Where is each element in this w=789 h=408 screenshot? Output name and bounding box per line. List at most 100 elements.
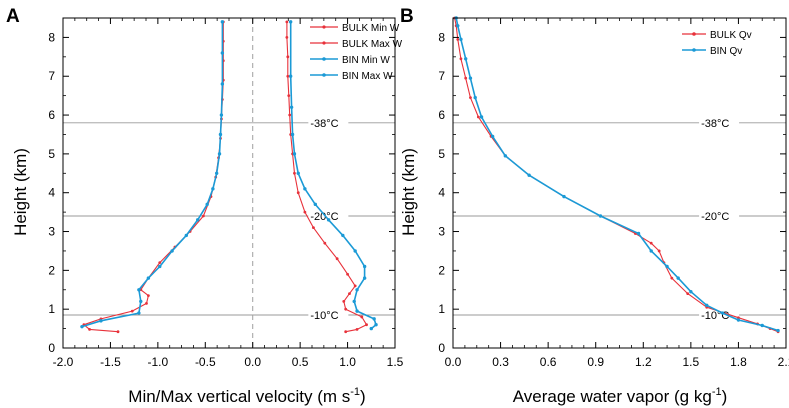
series-point-a-2-0: [80, 324, 84, 329]
series-point-a-0-9: [158, 261, 162, 264]
series-point-b-1-10: [598, 214, 603, 218]
series-point-a-1-3: [360, 315, 364, 319]
series-point-a-2-8: [184, 233, 189, 238]
x-tick-label-b-0: 0.0: [445, 355, 462, 369]
series-line-a-2: [81, 21, 224, 328]
series-point-a-3-1: [374, 323, 378, 327]
series-line-b-0: [454, 17, 779, 333]
x-tick-label-a-4: 0.0: [244, 355, 261, 369]
y-tick-label-b-7: 7: [438, 69, 445, 83]
y-tick-label-a-4: 4: [48, 186, 55, 200]
series-point-a-1-12: [303, 210, 307, 214]
isotherm-label-bg-a-1: [308, 208, 349, 222]
plot-area-b: -38°C -20°C -10°C 0.0 0.3 0.6 0.9 1.2 1.5 1.8 2.1 0…: [438, 16, 789, 369]
axes-frame-a: [62, 17, 396, 349]
series-point-a-2-5: [146, 276, 151, 280]
isotherm-label-bg-a-2: [308, 307, 349, 321]
series-point-a-3-3: [355, 309, 359, 313]
series-point-a-1-14: [293, 171, 296, 175]
y-tick-label-a-5: 5: [48, 147, 55, 161]
isotherm-label-bg-b-2: [699, 307, 740, 321]
series-point-a-3-4: [352, 299, 356, 304]
series-point-b-0-16: [476, 115, 480, 119]
series-point-a-3-9: [341, 233, 345, 238]
series-point-b-1-3: [720, 311, 725, 315]
y-tick-label-a-1: 1: [48, 302, 55, 316]
isotherm-label-b-2: -10°C: [701, 310, 729, 322]
series-point-b-0-20: [456, 37, 460, 41]
y-tick-label-a-7: 7: [48, 69, 55, 83]
x-tick-label-b-2: 0.6: [540, 355, 557, 369]
series-point-a-1-20: [286, 55, 290, 59]
y-tick-label-b-4: 4: [438, 186, 445, 200]
y-tick-label-b-1: 1: [438, 302, 445, 316]
series-point-b-1-12: [527, 173, 531, 177]
series-point-a-3-6: [362, 276, 367, 280]
panel-label-a: A: [6, 6, 20, 27]
series-point-a-0-12: [201, 214, 205, 218]
series-point-a-1-21: [285, 36, 289, 39]
series-point-a-1-9: [335, 257, 339, 261]
series-point-a-3-12: [303, 187, 307, 191]
series-point-a-3-7: [362, 264, 367, 269]
x-tick-label-a-1: -1.5: [100, 355, 121, 369]
series-point-a-2-7: [170, 249, 174, 253]
legend-item-bulk-max-w: BULK Max W: [342, 39, 403, 50]
series-point-a-1-17: [288, 113, 292, 117]
x-tick-label-b-4: 1.2: [635, 355, 652, 369]
plot-area-a: -38°C -20°C -10°C -2.0 -1.5 -1.0 -0.5 0.0 0.5 1.0…: [48, 17, 404, 369]
x-tick-label-b-6: 1.8: [730, 355, 747, 369]
series-point-a-2-6: [158, 264, 162, 269]
x-tick-label-a-0: -2.0: [53, 355, 74, 369]
series-point-b-0-9: [649, 241, 653, 245]
series-point-b-1-7: [665, 264, 669, 269]
panel-a: A Height (km) Min/Max vertical velocity …: [6, 6, 404, 406]
isotherm-label-a-1: -20°C: [310, 211, 338, 223]
series-point-a-2-4: [137, 288, 141, 292]
series-point-b-1-14: [490, 134, 495, 139]
isotherm-label-a-0: -38°C: [310, 118, 338, 130]
panel-label-b: B: [400, 6, 414, 27]
series-point-a-2-17: [220, 51, 225, 55]
x-tick-label-b-1: 0.3: [492, 355, 509, 369]
series-point-a-2-18: [220, 20, 225, 24]
series-point-a-3-8: [353, 249, 357, 253]
legend-b: BULK Qv BIN Qv: [682, 30, 752, 57]
series-point-b-1-13: [503, 154, 508, 158]
panel-b: B Height (km) Average water vapor (g kg-…: [399, 6, 789, 406]
x-tick-label-b-5: 1.5: [683, 355, 700, 369]
series-point-b-1-5: [689, 290, 693, 294]
series-point-b-1-11: [562, 194, 566, 199]
y-tick-label-b-3: 3: [438, 225, 445, 239]
series-point-a-3-17: [288, 74, 293, 78]
series-point-b-1-4: [705, 303, 709, 307]
series-point-b-1-0: [776, 328, 780, 333]
series-point-b-1-8: [649, 249, 653, 253]
series-point-a-2-16: [220, 82, 225, 86]
isotherm-label-b-1: -20°C: [701, 211, 729, 223]
series-point-b-1-15: [479, 115, 484, 119]
series-point-a-2-15: [219, 113, 224, 117]
isotherm-label-bg-a-0: [308, 114, 349, 129]
x-axis-label-a: Min/Max vertical velocity (m s-1): [128, 386, 365, 406]
series-point-a-2-13: [217, 152, 222, 156]
series-point-b-0-8: [657, 249, 661, 253]
x-tick-label-a-3: -0.5: [195, 355, 216, 369]
y-axis-label-a: Height (km): [11, 148, 30, 236]
isotherm-label-bg-b-0: [699, 114, 740, 129]
series-point-a-2-14: [218, 132, 223, 137]
y-tick-label-a-0: 0: [48, 341, 55, 355]
legend-item-bin-qv: BIN Qv: [710, 46, 742, 57]
series-point-a-1-11: [312, 226, 315, 230]
series-point-a-0-0: [116, 330, 120, 334]
legend-item-bin-max-w: BIN Max W: [342, 71, 393, 82]
series-point-a-2-1: [99, 319, 103, 323]
series-point-a-1-10: [323, 241, 327, 245]
series-point-a-1-6: [348, 292, 351, 296]
series-point-a-2-3: [139, 299, 143, 304]
isotherm-label-a-2: -10°C: [310, 310, 338, 322]
series-point-a-3-5: [355, 288, 359, 292]
series-point-a-3-14: [292, 152, 297, 156]
series-point-b-0-3: [737, 316, 740, 320]
series-point-b-1-16: [473, 95, 477, 100]
